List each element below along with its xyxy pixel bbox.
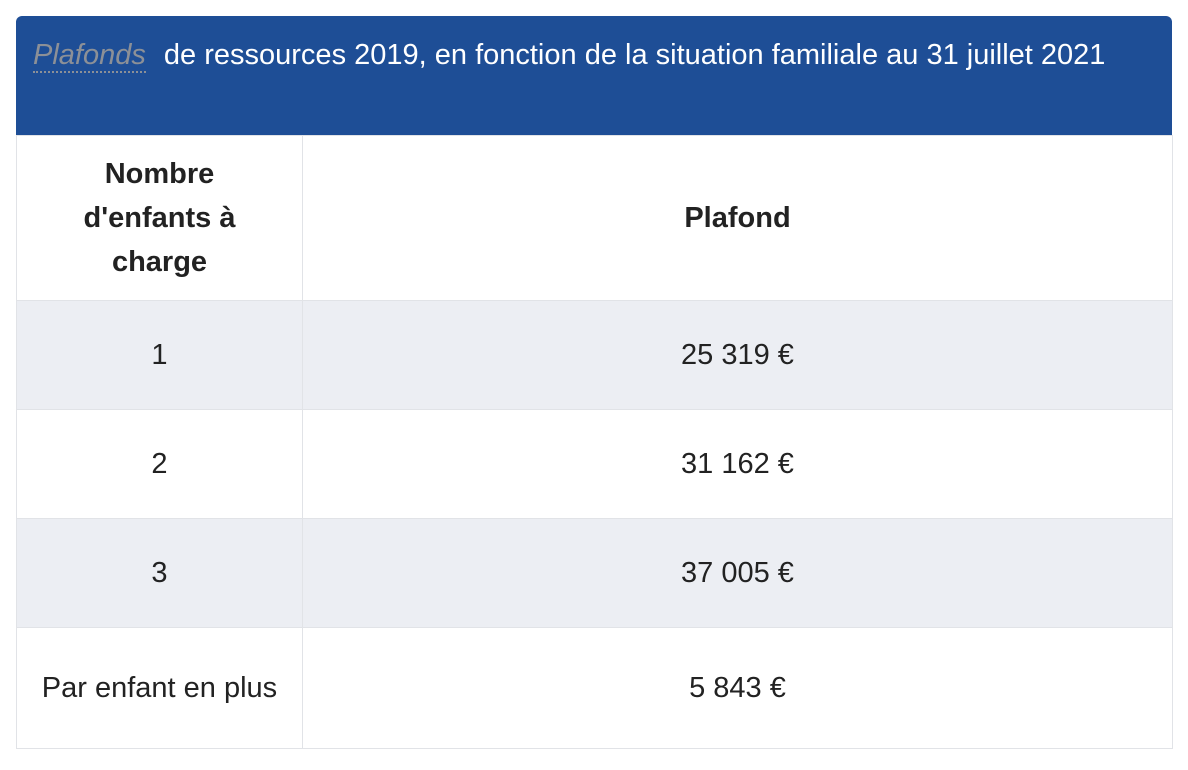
table-row: 2 31 162 € <box>16 409 1173 519</box>
caption-text: de ressources 2019, en fonction de la si… <box>163 39 1106 71</box>
cell-children: Par enfant en plus <box>16 627 303 749</box>
cell-ceiling: 31 162 € <box>302 409 1173 519</box>
cell-ceiling: 37 005 € <box>302 518 1173 628</box>
data-table: Nombre d'enfants à charge Plafond 1 25 3… <box>16 135 1173 749</box>
table-row: 3 37 005 € <box>16 518 1173 628</box>
resource-ceilings-table: Plafonds de ressources 2019, en fonction… <box>16 16 1173 749</box>
glossary-term-link[interactable]: Plafonds <box>33 39 146 73</box>
cell-children: 1 <box>16 300 303 410</box>
header-row: Nombre d'enfants à charge Plafond <box>16 135 1173 301</box>
cell-children: 3 <box>16 518 303 628</box>
cell-ceiling: 25 319 € <box>302 300 1173 410</box>
cell-children: 2 <box>16 409 303 519</box>
column-header-children: Nombre d'enfants à charge <box>16 135 303 301</box>
table-caption: Plafonds de ressources 2019, en fonction… <box>16 16 1172 135</box>
table-row: Par enfant en plus 5 843 € <box>16 627 1173 749</box>
table-row: 1 25 319 € <box>16 300 1173 410</box>
column-header-ceiling: Plafond <box>302 135 1173 301</box>
cell-ceiling: 5 843 € <box>302 627 1173 749</box>
